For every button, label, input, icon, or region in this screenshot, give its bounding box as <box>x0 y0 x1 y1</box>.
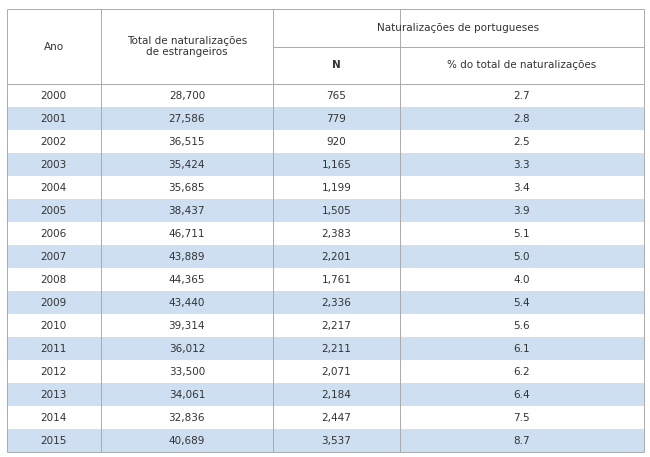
Text: 5.1: 5.1 <box>514 228 530 239</box>
Text: 34,061: 34,061 <box>169 390 205 400</box>
Bar <box>6 291 644 314</box>
Bar <box>6 107 644 130</box>
Text: 2013: 2013 <box>40 390 67 400</box>
Text: 1,505: 1,505 <box>322 206 351 216</box>
Text: 33,500: 33,500 <box>169 367 205 377</box>
Text: 2011: 2011 <box>40 344 67 354</box>
Text: 920: 920 <box>326 137 346 147</box>
Text: Ano: Ano <box>44 42 64 52</box>
Text: 2.8: 2.8 <box>514 114 530 124</box>
Text: 7.5: 7.5 <box>514 413 530 423</box>
Text: Naturalizações de portugueses: Naturalizações de portugueses <box>377 23 540 33</box>
Text: 1,761: 1,761 <box>322 275 351 285</box>
Text: 779: 779 <box>326 114 346 124</box>
Text: 27,586: 27,586 <box>168 114 205 124</box>
Text: 2012: 2012 <box>40 367 67 377</box>
Text: 43,440: 43,440 <box>169 298 205 308</box>
Text: 2,211: 2,211 <box>322 344 351 354</box>
Text: 1,199: 1,199 <box>322 183 351 193</box>
Text: 2001: 2001 <box>40 114 67 124</box>
Text: 6.2: 6.2 <box>514 367 530 377</box>
Text: 3.4: 3.4 <box>514 183 530 193</box>
Bar <box>6 337 644 360</box>
Text: 2005: 2005 <box>40 206 67 216</box>
Text: 2009: 2009 <box>40 298 67 308</box>
Text: 43,889: 43,889 <box>168 252 205 262</box>
Text: 44,365: 44,365 <box>168 275 205 285</box>
Text: 2008: 2008 <box>40 275 67 285</box>
Text: 2.7: 2.7 <box>514 90 530 101</box>
Text: 1,165: 1,165 <box>322 159 351 170</box>
Text: 6.4: 6.4 <box>514 390 530 400</box>
Text: 765: 765 <box>326 90 346 101</box>
Text: 2003: 2003 <box>40 159 67 170</box>
Text: Total de naturalizações
de estrangeiros: Total de naturalizações de estrangeiros <box>127 36 247 58</box>
Text: 2.5: 2.5 <box>514 137 530 147</box>
Text: 35,424: 35,424 <box>168 159 205 170</box>
Text: 36,012: 36,012 <box>169 344 205 354</box>
Text: 38,437: 38,437 <box>168 206 205 216</box>
Text: 2,447: 2,447 <box>322 413 351 423</box>
Text: 2006: 2006 <box>40 228 67 239</box>
Text: 2014: 2014 <box>40 413 67 423</box>
Text: 4.0: 4.0 <box>514 275 530 285</box>
Text: 39,314: 39,314 <box>168 321 205 331</box>
Text: N: N <box>332 60 341 70</box>
Text: 40,689: 40,689 <box>169 436 205 446</box>
Text: % do total de naturalizações: % do total de naturalizações <box>447 60 596 70</box>
Text: 32,836: 32,836 <box>168 413 205 423</box>
Bar <box>6 383 644 406</box>
Bar <box>6 245 644 268</box>
Text: 2002: 2002 <box>40 137 67 147</box>
Bar <box>6 199 644 222</box>
Text: 2,071: 2,071 <box>322 367 351 377</box>
Text: 2,336: 2,336 <box>322 298 351 308</box>
Text: 2,201: 2,201 <box>322 252 351 262</box>
Text: 8.7: 8.7 <box>514 436 530 446</box>
Text: 6.1: 6.1 <box>514 344 530 354</box>
Text: 46,711: 46,711 <box>168 228 205 239</box>
Text: 3.9: 3.9 <box>514 206 530 216</box>
Text: 28,700: 28,700 <box>169 90 205 101</box>
Text: 5.6: 5.6 <box>514 321 530 331</box>
Text: 2,217: 2,217 <box>322 321 351 331</box>
Text: 35,685: 35,685 <box>168 183 205 193</box>
Text: 2,184: 2,184 <box>322 390 351 400</box>
Text: 2010: 2010 <box>40 321 67 331</box>
Bar <box>6 153 644 176</box>
Text: 2004: 2004 <box>40 183 67 193</box>
Text: 36,515: 36,515 <box>168 137 205 147</box>
Text: 2007: 2007 <box>40 252 67 262</box>
Text: 5.4: 5.4 <box>514 298 530 308</box>
Text: 3.3: 3.3 <box>514 159 530 170</box>
Bar <box>6 430 644 452</box>
Text: 2000: 2000 <box>40 90 67 101</box>
Text: 5.0: 5.0 <box>514 252 530 262</box>
Text: 3,537: 3,537 <box>322 436 351 446</box>
Text: 2015: 2015 <box>40 436 67 446</box>
Text: 2,383: 2,383 <box>322 228 351 239</box>
